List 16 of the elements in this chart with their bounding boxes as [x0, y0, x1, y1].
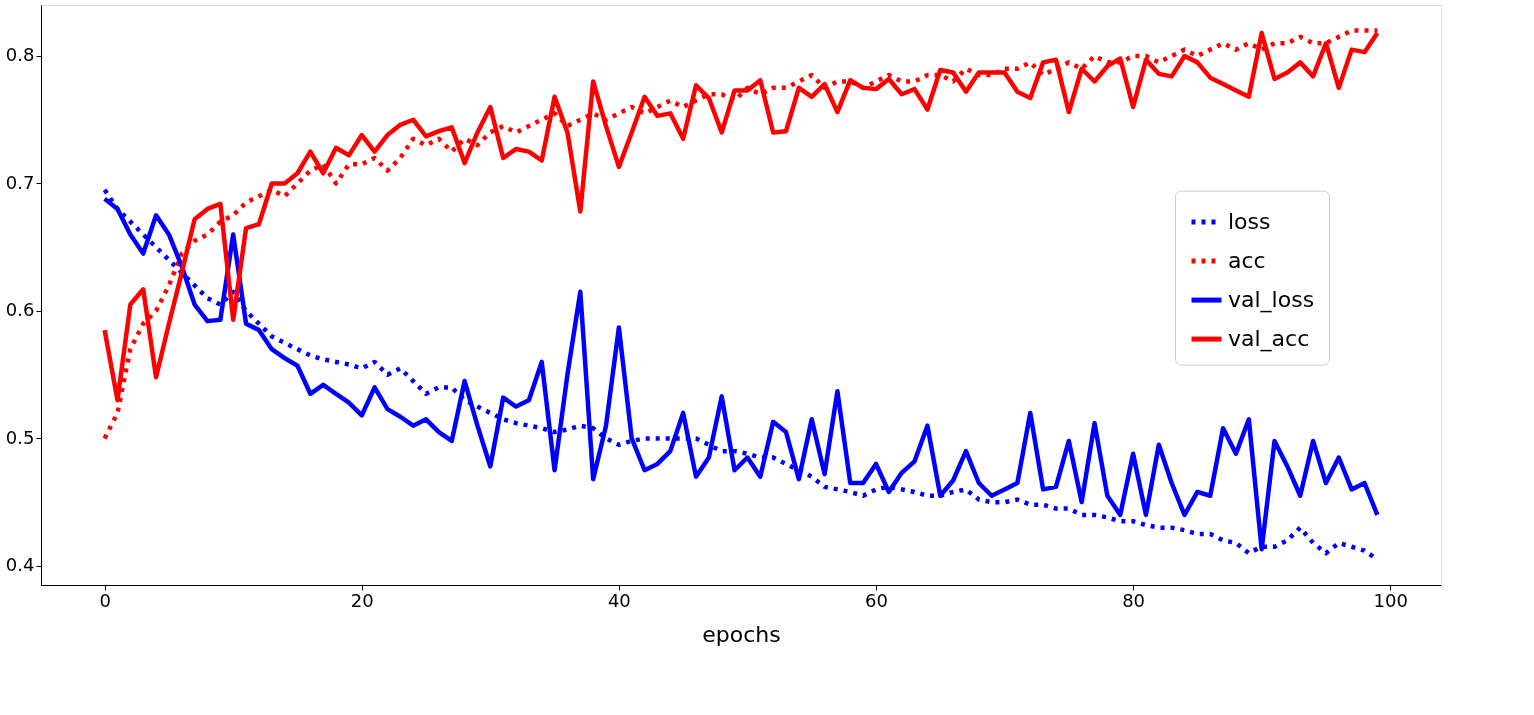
x-tick-label: 0	[99, 589, 111, 611]
x-axis-title: epochs	[702, 621, 781, 647]
y-tick-label: 0.7	[5, 171, 35, 193]
legend-label: loss	[1228, 209, 1271, 235]
legend-label: val_loss	[1228, 287, 1315, 314]
y-tick-label: 0.5	[5, 426, 35, 448]
legend-label: acc	[1228, 248, 1266, 274]
legend-label: val_acc	[1228, 326, 1310, 353]
y-tick-label: 0.6	[5, 299, 35, 321]
x-tick-label: 20	[350, 589, 374, 611]
y-tick-label: 0.8	[5, 44, 35, 66]
x-tick-label: 80	[1122, 589, 1146, 611]
x-tick-label: 40	[607, 589, 631, 611]
y-tick-label: 0.4	[5, 554, 35, 576]
x-tick-label: 100	[1373, 589, 1408, 611]
x-tick-label: 60	[865, 589, 888, 611]
